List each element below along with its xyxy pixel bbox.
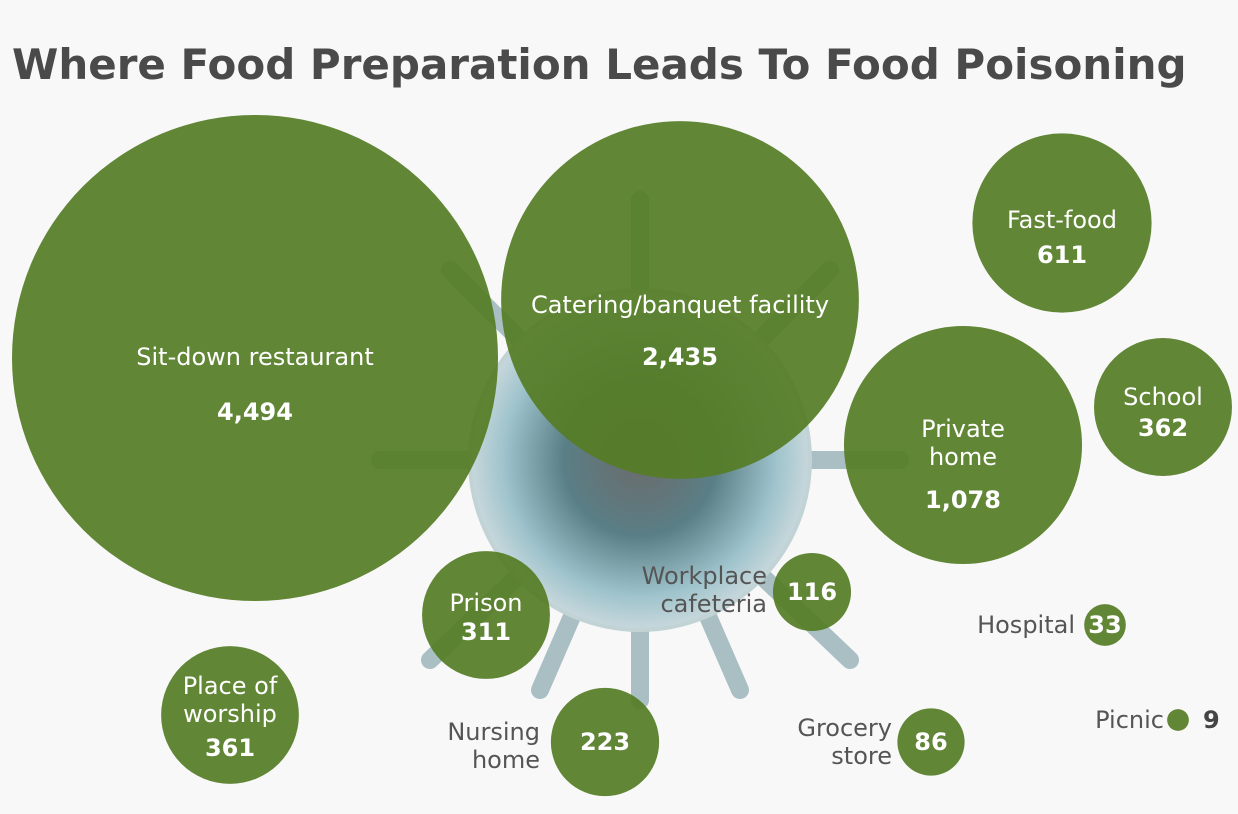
bubble-label: Nursing home bbox=[447, 718, 540, 774]
value-label: 4,494 bbox=[217, 398, 293, 426]
bubble-label: Fast-food bbox=[1007, 206, 1117, 234]
bubble bbox=[972, 133, 1152, 313]
value-label: 1,078 bbox=[925, 486, 1001, 514]
bubble bbox=[897, 708, 965, 776]
bubble-label: Place of worship bbox=[182, 672, 278, 728]
bubble bbox=[501, 121, 859, 479]
value-label: 116 bbox=[786, 578, 838, 606]
value-label: 2,435 bbox=[642, 343, 718, 371]
bubble bbox=[12, 115, 498, 601]
bubble bbox=[422, 551, 550, 679]
value-label: 362 bbox=[1137, 414, 1189, 442]
bubble-label: Workplace cafeteria bbox=[641, 562, 767, 618]
bubble-label: Sit-down restaurant bbox=[136, 343, 374, 371]
bubble-label: Hospital bbox=[977, 611, 1075, 639]
bubble bbox=[772, 552, 852, 632]
value-label: 223 bbox=[579, 728, 631, 756]
value-label: 86 bbox=[914, 728, 948, 756]
value-label: 33 bbox=[1088, 611, 1122, 639]
bubble-label: Catering/banquet facility bbox=[530, 291, 830, 319]
bubble bbox=[843, 325, 1083, 565]
bubble-label: Prison bbox=[449, 589, 523, 617]
value-label: 611 bbox=[1036, 241, 1088, 269]
value-label: 311 bbox=[460, 618, 512, 646]
bubble-label: Picnic bbox=[1095, 706, 1164, 734]
value-label: 9 bbox=[1203, 706, 1220, 734]
bubble bbox=[1084, 604, 1126, 646]
chart-title: Where Food Preparation Leads To Food Poi… bbox=[12, 40, 1187, 89]
bubble bbox=[1094, 338, 1232, 476]
bubble-label: Grocery store bbox=[797, 714, 892, 770]
bubble bbox=[550, 687, 660, 797]
bubble-label: School bbox=[1123, 383, 1203, 411]
value-label: 361 bbox=[204, 734, 256, 762]
bubble-label: Private home bbox=[921, 415, 1005, 471]
bubble bbox=[1167, 709, 1189, 731]
bubble bbox=[161, 646, 299, 784]
